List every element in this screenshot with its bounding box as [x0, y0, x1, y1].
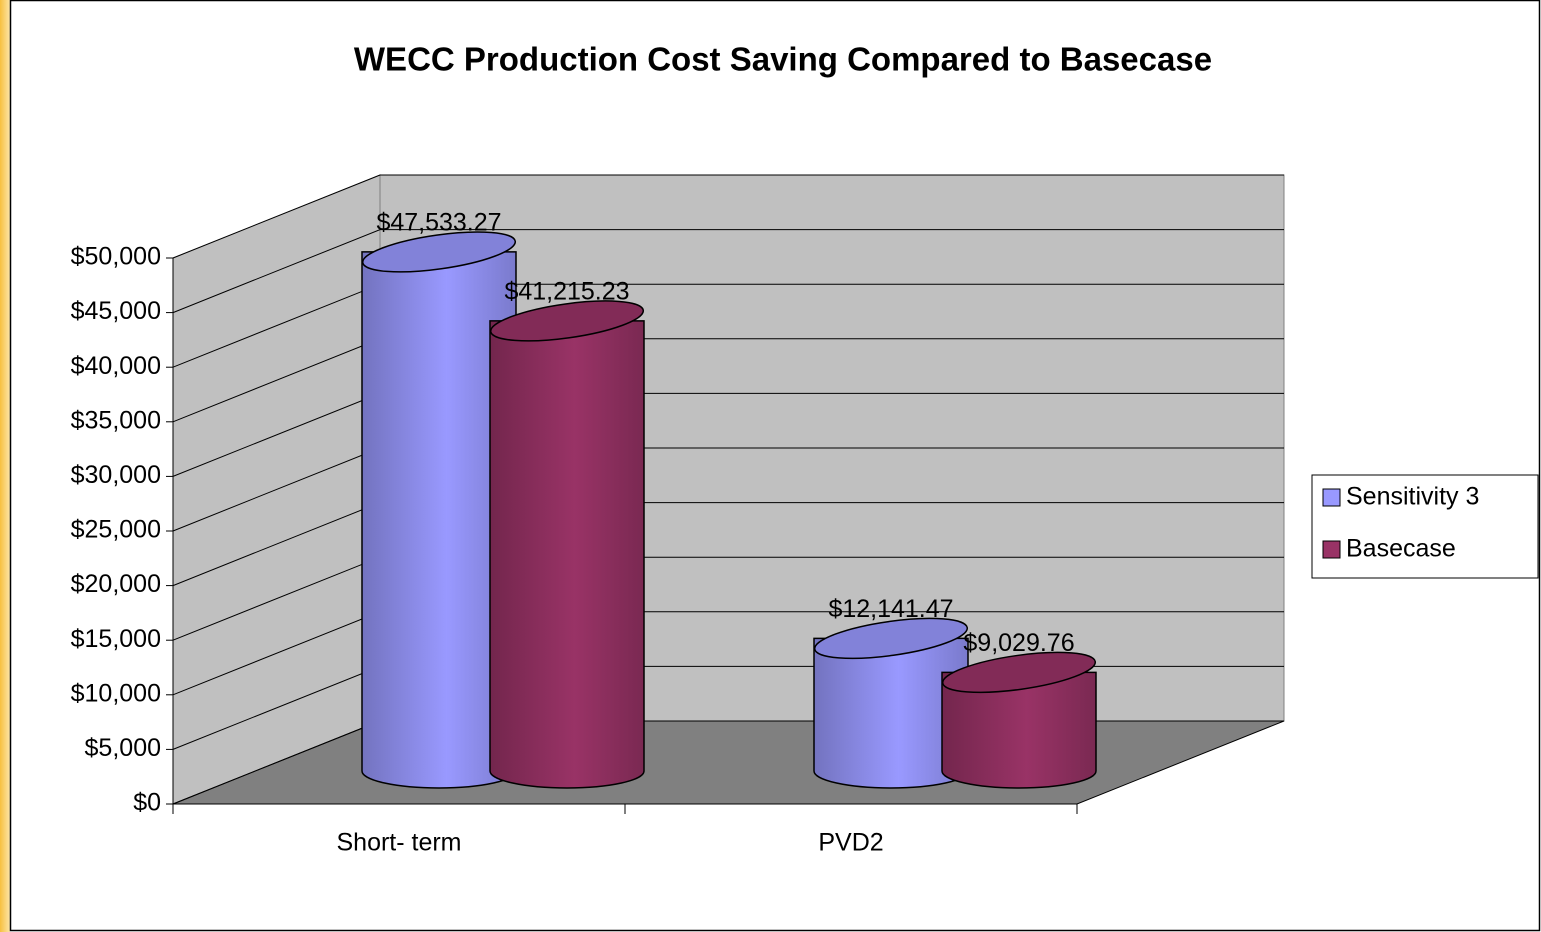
grid-line: [172, 174, 1284, 259]
legend-swatch: [1322, 540, 1341, 559]
cylinder-body: [489, 320, 645, 789]
data-label: $47,533.27: [376, 209, 501, 237]
plot-area: $0 $5,000 $10,000 $15,000 $20,000 $25,000 $30,…: [71, 174, 1285, 857]
cylinder-top: [813, 617, 969, 660]
cylinder-body: [941, 671, 1097, 789]
y-tick-label: $25,000: [71, 516, 161, 544]
y-tick-label: $50,000: [71, 243, 161, 271]
y-tick-label: $10,000: [71, 679, 161, 707]
legend-label: Sensitivity 3: [1346, 483, 1479, 511]
grid-line: [172, 229, 1284, 314]
y-tick-label: $20,000: [71, 570, 161, 598]
cylinder-top: [361, 231, 517, 273]
y-tick-label: $35,000: [71, 406, 161, 434]
legend-swatch: [1322, 488, 1341, 507]
y-tick-label: $0: [133, 789, 161, 817]
data-label: $41,215.23: [504, 278, 629, 306]
y-tick-label: $30,000: [71, 461, 161, 489]
y-tick-label: $45,000: [71, 297, 161, 325]
y-tick-label: $40,000: [71, 352, 161, 380]
x-tick-label: Short- term: [336, 829, 461, 857]
legend-label: Basecase: [1346, 535, 1456, 563]
chart-title: WECC Production Cost Saving Compared to …: [354, 41, 1212, 78]
x-tick-label: PVD2: [818, 829, 883, 857]
y-tick-label: $15,000: [71, 625, 161, 653]
cylinder-top: [489, 300, 645, 342]
y-tick-label: $5,000: [85, 734, 161, 762]
slide-edge: [0, 0, 10, 932]
cylinder-top: [941, 651, 1097, 694]
data-label: $9,029.76: [963, 629, 1074, 657]
legend: [1311, 474, 1539, 579]
data-label: $12,141.47: [828, 595, 953, 623]
